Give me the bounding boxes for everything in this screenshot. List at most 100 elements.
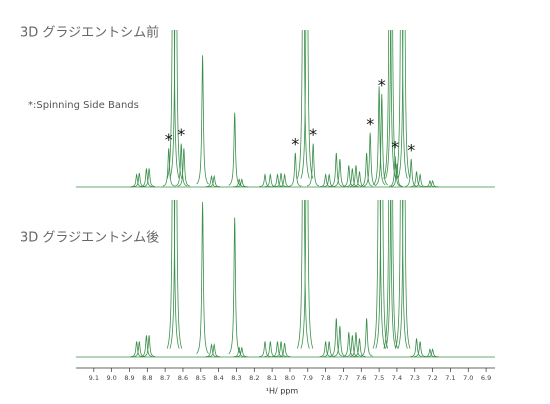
peak bbox=[307, 143, 320, 187]
peak bbox=[296, 200, 310, 349]
peak bbox=[289, 152, 302, 187]
peak bbox=[330, 318, 343, 357]
x-tick-label: 7.6 bbox=[356, 374, 366, 382]
spectrum bbox=[76, 200, 495, 358]
x-tick-label: 7.4 bbox=[392, 374, 402, 382]
peak bbox=[300, 30, 314, 179]
peak bbox=[389, 155, 402, 187]
peak bbox=[349, 165, 362, 187]
peak bbox=[364, 132, 377, 187]
peak bbox=[130, 173, 143, 188]
peak bbox=[196, 201, 209, 354]
peak bbox=[208, 174, 221, 188]
peak bbox=[196, 55, 209, 185]
side-band-marker: * bbox=[177, 125, 185, 144]
peak bbox=[414, 173, 427, 188]
peak bbox=[426, 348, 439, 358]
peak bbox=[208, 343, 221, 358]
peak bbox=[228, 217, 241, 355]
peak bbox=[177, 148, 190, 187]
peak bbox=[333, 325, 346, 357]
peak bbox=[319, 341, 332, 358]
x-tick-label: 8.1 bbox=[267, 374, 277, 382]
peak bbox=[383, 200, 397, 349]
peak bbox=[353, 171, 366, 188]
side-band-marker: * bbox=[407, 141, 415, 160]
x-tick-label: 7.7 bbox=[338, 374, 348, 382]
peak bbox=[397, 200, 411, 349]
peak bbox=[233, 346, 246, 358]
peak bbox=[375, 93, 389, 186]
x-tick-label: 7.9 bbox=[303, 374, 313, 382]
spectrum-title: 3D グラジエントシム後 bbox=[20, 231, 159, 246]
peak bbox=[360, 152, 373, 187]
peak bbox=[258, 341, 272, 358]
peak bbox=[395, 30, 408, 179]
x-tick-label: 8.4 bbox=[213, 374, 223, 382]
peak bbox=[205, 174, 218, 188]
peak bbox=[385, 200, 398, 349]
peak bbox=[143, 335, 156, 357]
peak bbox=[383, 30, 397, 179]
side-band-marker: * bbox=[378, 76, 386, 95]
peak bbox=[423, 348, 436, 358]
legend: *:Spinning Side Bands bbox=[28, 100, 139, 111]
peak bbox=[414, 341, 427, 358]
peak bbox=[353, 338, 366, 357]
peak bbox=[426, 179, 439, 188]
peak bbox=[235, 346, 248, 358]
peak bbox=[423, 179, 436, 188]
side-band-marker: * bbox=[366, 114, 374, 133]
peak bbox=[175, 143, 188, 187]
x-tick-label: 8.9 bbox=[124, 374, 134, 382]
peak bbox=[169, 200, 183, 349]
x-tick-label: 7.0 bbox=[463, 374, 473, 382]
peak bbox=[333, 159, 346, 187]
peak bbox=[360, 318, 373, 357]
x-tick-label: 8.8 bbox=[142, 374, 152, 382]
peak bbox=[296, 30, 310, 179]
peak bbox=[166, 30, 180, 179]
peak bbox=[330, 152, 343, 187]
x-tick-label: 7.8 bbox=[320, 374, 330, 382]
peak bbox=[166, 200, 180, 349]
peak bbox=[319, 173, 332, 188]
x-tick-label: 8.6 bbox=[178, 374, 188, 382]
peak bbox=[233, 178, 246, 188]
peak bbox=[143, 168, 156, 187]
x-tick-label: 8.3 bbox=[231, 374, 241, 382]
peak bbox=[397, 30, 411, 179]
x-tick-label: 6.9 bbox=[481, 374, 491, 382]
peak bbox=[140, 335, 153, 357]
peak bbox=[342, 165, 355, 187]
side-band-marker: * bbox=[165, 130, 173, 149]
peak bbox=[133, 341, 146, 358]
peak bbox=[323, 173, 336, 188]
x-tick-label: 8.5 bbox=[196, 374, 206, 382]
peak bbox=[405, 159, 418, 187]
peak bbox=[258, 173, 272, 188]
x-tick-label: 7.5 bbox=[374, 374, 384, 382]
peak bbox=[140, 168, 153, 187]
x-tick-label: 7.1 bbox=[445, 374, 455, 382]
x-axis-label: ¹H/ ppm bbox=[266, 387, 299, 396]
peak bbox=[395, 200, 408, 349]
peak bbox=[390, 163, 404, 187]
x-tick-label: 9.0 bbox=[106, 374, 116, 382]
peak bbox=[278, 342, 291, 358]
peak bbox=[372, 200, 386, 349]
peak bbox=[342, 332, 355, 357]
side-band-marker: * bbox=[309, 125, 317, 144]
peak bbox=[228, 112, 241, 186]
peak bbox=[235, 178, 248, 188]
peak bbox=[410, 171, 423, 188]
peak bbox=[205, 343, 218, 358]
x-tick-label: 7.3 bbox=[410, 374, 420, 382]
peak bbox=[372, 86, 386, 186]
peak bbox=[410, 338, 423, 357]
x-tick-label: 8.2 bbox=[249, 374, 259, 382]
x-tick-label: 8.7 bbox=[160, 374, 170, 382]
peak bbox=[162, 148, 175, 187]
side-band-marker: * bbox=[391, 138, 399, 157]
